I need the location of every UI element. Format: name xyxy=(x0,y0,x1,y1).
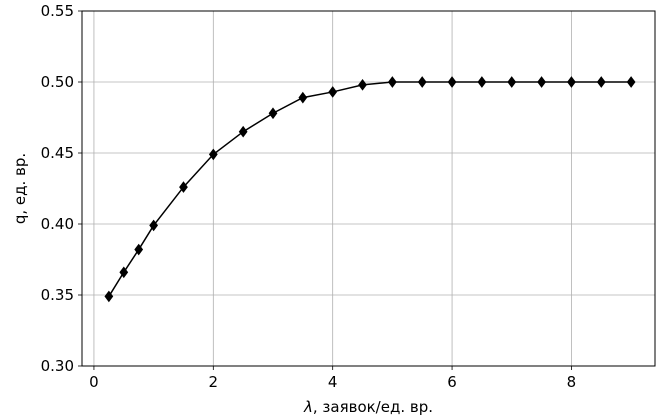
y-tick-label: 0.40 xyxy=(41,215,74,233)
data-point xyxy=(119,266,129,279)
plot-frame xyxy=(81,10,656,367)
y-tick-label: 0.45 xyxy=(41,144,74,162)
y-tick-label: 0.50 xyxy=(41,73,74,91)
data-point xyxy=(104,290,114,303)
series-group xyxy=(104,76,636,303)
x-tick-label: 8 xyxy=(567,373,577,391)
grid xyxy=(82,10,655,367)
y-tick-label: 0.30 xyxy=(41,357,74,375)
data-point xyxy=(596,76,606,88)
y-tick-label: 0.55 xyxy=(41,2,74,20)
data-point xyxy=(328,86,338,98)
data-point xyxy=(238,125,248,138)
data-point xyxy=(134,243,144,256)
y-axis-label: q, ед. вр. xyxy=(11,153,29,224)
data-point xyxy=(626,76,636,88)
x-tick-label: 6 xyxy=(447,373,457,391)
series-line xyxy=(108,81,632,297)
data-point xyxy=(567,76,576,88)
x-tick-label: 2 xyxy=(209,373,219,391)
data-point xyxy=(477,76,487,88)
data-point xyxy=(417,76,427,88)
data-point xyxy=(149,219,158,232)
y-tick-label: 0.35 xyxy=(41,286,74,304)
x-tick-label: 0 xyxy=(89,373,99,391)
data-point xyxy=(447,76,457,88)
data-point xyxy=(208,148,218,161)
x-axis-label-symbol: λ xyxy=(303,398,313,416)
y-axis: 0.30 0.35 0.40 0.45 0.50 0.55 xyxy=(41,2,82,375)
data-point xyxy=(388,76,397,88)
x-axis-label: λ, заявок/ед. вр. xyxy=(303,398,433,416)
data-point xyxy=(179,181,188,193)
x-tick-label: 4 xyxy=(328,373,338,391)
x-axis: 0 2 4 6 8 xyxy=(89,366,576,391)
data-point xyxy=(537,76,546,88)
x-axis-label-text: , заявок/ед. вр. xyxy=(313,398,433,416)
data-point xyxy=(358,79,367,91)
data-point xyxy=(298,91,308,104)
data-point xyxy=(507,76,517,88)
data-point xyxy=(268,107,278,120)
